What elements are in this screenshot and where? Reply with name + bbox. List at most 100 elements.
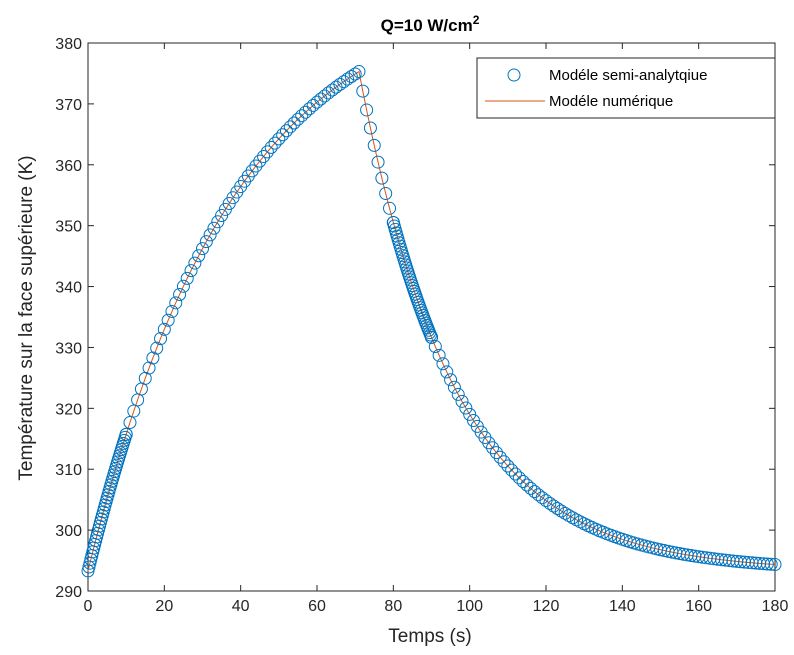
x-tick-label: 80 bbox=[384, 598, 402, 615]
y-tick-label: 310 bbox=[55, 462, 82, 479]
x-tick-label: 140 bbox=[609, 598, 636, 615]
data-point-semi-analytique bbox=[192, 249, 206, 263]
x-tick-label: 120 bbox=[533, 598, 560, 615]
data-point-semi-analytique bbox=[276, 128, 290, 142]
data-point-semi-analytique bbox=[432, 348, 446, 362]
data-point-semi-analytique bbox=[188, 256, 202, 270]
title-main: Q=10 W/cm bbox=[381, 16, 473, 35]
data-point-semi-analytique bbox=[272, 132, 286, 146]
y-axis-label: Température sur la face supérieure (K) bbox=[16, 155, 37, 480]
data-point-semi-analytique bbox=[451, 387, 465, 401]
data-marks bbox=[81, 65, 782, 578]
y-tick-label: 350 bbox=[55, 219, 82, 236]
title-superscript: 2 bbox=[473, 13, 480, 27]
x-tick-label: 40 bbox=[232, 598, 250, 615]
y-tick-label: 360 bbox=[55, 158, 82, 175]
x-tick-label: 160 bbox=[685, 598, 712, 615]
data-point-semi-analytique bbox=[173, 287, 187, 301]
data-point-semi-analytique bbox=[150, 341, 164, 355]
y-tick-label: 290 bbox=[55, 584, 82, 601]
x-tick-label: 60 bbox=[308, 598, 326, 615]
y-tick-label: 300 bbox=[55, 523, 82, 540]
data-point-semi-analytique bbox=[455, 394, 469, 408]
x-axis-ticks: 0 20 40 60 80 100 120 140 160 180 bbox=[84, 43, 788, 615]
data-point-semi-analytique bbox=[505, 463, 519, 477]
data-point-semi-analytique bbox=[245, 164, 259, 178]
data-point-semi-analytique bbox=[184, 264, 198, 278]
data-point-semi-analytique bbox=[199, 235, 213, 249]
y-tick-label: 380 bbox=[55, 36, 82, 53]
data-point-semi-analytique bbox=[341, 72, 355, 86]
legend-label-semi-analytique: Modéle semi-analytqiue bbox=[549, 67, 707, 84]
data-point-semi-analytique bbox=[501, 459, 515, 473]
data-point-semi-analytique bbox=[360, 103, 374, 117]
data-point-semi-analytique bbox=[493, 450, 507, 464]
data-point-semi-analytique bbox=[268, 136, 282, 150]
data-point-semi-analytique bbox=[566, 511, 580, 525]
data-point-semi-analytique bbox=[207, 221, 221, 235]
data-point-semi-analytique bbox=[428, 340, 442, 354]
y-tick-label: 370 bbox=[55, 97, 82, 114]
data-point-semi-analytique bbox=[463, 407, 477, 421]
x-tick-label: 0 bbox=[84, 598, 93, 615]
y-axis-ticks: 290 300 310 320 330 340 350 360 370 380 bbox=[55, 36, 775, 601]
data-point-semi-analytique bbox=[440, 365, 454, 379]
data-point-semi-analytique bbox=[379, 187, 393, 201]
data-point-semi-analytique bbox=[146, 351, 160, 365]
data-point-semi-analytique bbox=[169, 296, 183, 310]
data-point-semi-analytique bbox=[165, 304, 179, 318]
data-point-semi-analytique bbox=[486, 441, 500, 455]
data-point-semi-analytique bbox=[123, 416, 137, 430]
data-point-semi-analytique bbox=[482, 436, 496, 450]
legend-box bbox=[476, 57, 776, 119]
data-point-semi-analytique bbox=[497, 455, 511, 469]
data-point-semi-analytique bbox=[279, 124, 293, 138]
data-point-semi-analytique bbox=[344, 69, 358, 83]
data-point-semi-analytique bbox=[302, 102, 316, 116]
x-tick-label: 100 bbox=[456, 598, 483, 615]
data-point-semi-analytique bbox=[176, 279, 190, 293]
data-point-semi-analytique bbox=[516, 474, 530, 488]
x-tick-label: 20 bbox=[155, 598, 173, 615]
data-point-semi-analytique bbox=[459, 401, 473, 415]
y-tick-label: 330 bbox=[55, 340, 82, 357]
legend: Modéle semi-analytqiue Modéle numérique bbox=[476, 57, 776, 119]
data-point-semi-analytique bbox=[161, 313, 175, 327]
plot-area: 0 20 40 60 80 100 120 140 160 180 290 300 310 320 330… bbox=[55, 36, 788, 615]
data-point-semi-analytique bbox=[196, 242, 209, 256]
data-point-semi-analytique bbox=[337, 75, 351, 89]
data-point-semi-analytique bbox=[760, 557, 774, 571]
data-point-semi-analytique bbox=[287, 116, 301, 130]
data-point-semi-analytique bbox=[375, 171, 389, 185]
axes-box bbox=[87, 42, 776, 592]
data-point-semi-analytique bbox=[352, 65, 366, 79]
data-point-semi-analytique bbox=[768, 558, 782, 572]
data-point-semi-analytique bbox=[508, 467, 522, 481]
data-point-semi-analytique bbox=[447, 380, 461, 394]
data-point-semi-analytique bbox=[383, 201, 397, 215]
y-tick-label: 340 bbox=[55, 280, 82, 297]
data-point-semi-analytique bbox=[764, 557, 778, 571]
data-point-semi-analytique bbox=[547, 499, 561, 513]
data-point-semi-analytique bbox=[260, 145, 274, 159]
data-point-semi-analytique bbox=[299, 105, 313, 119]
data-point-semi-analytique bbox=[203, 228, 217, 242]
data-point-semi-analytique bbox=[119, 427, 133, 441]
data-point-semi-analytique bbox=[550, 502, 564, 516]
data-point-semi-analytique bbox=[249, 159, 263, 173]
data-point-semi-analytique bbox=[180, 271, 194, 285]
series-line-numerique bbox=[87, 70, 776, 572]
data-point-semi-analytique bbox=[367, 138, 381, 152]
data-point-semi-analytique bbox=[543, 496, 557, 510]
data-point-semi-analytique bbox=[371, 155, 385, 169]
data-point-semi-analytique bbox=[257, 149, 271, 163]
data-point-semi-analytique bbox=[356, 84, 370, 98]
data-point-semi-analytique bbox=[520, 478, 534, 492]
data-point-semi-analytique bbox=[524, 481, 538, 495]
data-point-semi-analytique bbox=[436, 357, 450, 371]
data-point-semi-analytique bbox=[554, 504, 568, 518]
data-point-semi-analytique bbox=[363, 121, 377, 135]
data-point-semi-analytique bbox=[512, 471, 526, 485]
data-point-semi-analytique bbox=[264, 140, 278, 154]
